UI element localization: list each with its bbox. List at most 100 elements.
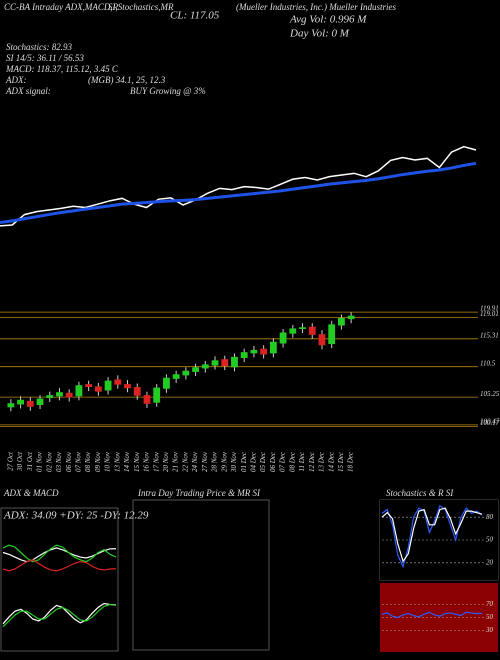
candle-body	[299, 327, 306, 329]
x-tick-label: 21 Nov	[172, 451, 180, 472]
series-line	[381, 507, 483, 563]
x-tick-label: 16 Nov	[143, 451, 151, 472]
signal: BUY Growing @ 3%	[130, 86, 206, 96]
adx-text: ADX:	[5, 75, 27, 85]
series-line	[2, 559, 117, 572]
y-tick-label: 119.01	[480, 310, 499, 318]
series-line	[381, 504, 483, 569]
y-tick-label: 50	[486, 613, 494, 621]
candle-body	[318, 334, 326, 346]
candle-body	[338, 317, 345, 326]
candle-body	[26, 400, 34, 407]
y-tick-label: 115.31	[480, 331, 499, 339]
candle-body	[260, 348, 268, 355]
x-tick-label: 14 Nov	[123, 451, 131, 472]
x-tick-label: 03 Nov	[55, 451, 63, 472]
x-tick-label: 13 Dec	[318, 451, 326, 472]
candle-body	[153, 387, 161, 403]
panel-frame	[0, 507, 119, 652]
candle-body	[328, 324, 336, 345]
candle-body	[65, 392, 73, 398]
x-tick-label: 17 Nov	[152, 451, 160, 472]
y-tick-label: 100.47	[480, 417, 500, 425]
series-line	[0, 161, 477, 224]
x-tick-label: 24 Nov	[191, 451, 199, 472]
candle-body	[279, 332, 287, 344]
candle-body	[85, 384, 93, 387]
y-tick-label: 50	[486, 536, 494, 544]
candle-body	[114, 379, 122, 385]
x-tick-label: 27 Nov	[201, 451, 209, 472]
y-tick-label: 30	[485, 626, 494, 634]
panel-frame	[132, 499, 270, 651]
x-tick-label: 13 Nov	[113, 451, 121, 472]
y-tick-label: 80	[486, 513, 494, 521]
y-tick-label: 100.17	[480, 419, 500, 427]
candle-body	[143, 395, 151, 404]
x-tick-label: 02 Nov	[45, 451, 53, 472]
candle-body	[192, 367, 199, 372]
series-line	[2, 603, 117, 628]
candle-body	[289, 328, 297, 334]
y-tick-label: 20	[486, 558, 494, 566]
series-line	[0, 145, 477, 227]
y-tick-label: 70	[486, 600, 494, 608]
panel-title: ADX & MACD	[3, 488, 59, 498]
x-tick-label: 04 Dec	[250, 451, 258, 472]
x-tick-label: 06 Dec	[269, 451, 277, 472]
header-text: CC-BA Intraday ADX,MACD,R	[4, 2, 119, 12]
stoch-text: Stochastics: 82.93	[6, 42, 72, 52]
x-tick-label: 01 Dec	[240, 451, 248, 472]
adx-signal: ADX signal:	[5, 86, 51, 96]
candle-body	[124, 384, 131, 389]
y-tick-label: 119.91	[480, 305, 499, 313]
candle-body	[17, 399, 24, 405]
x-tick-label: 11 Dec	[298, 451, 306, 471]
candle-body	[182, 370, 190, 376]
x-tick-label: 30 Oct	[16, 451, 24, 472]
series-line	[2, 547, 117, 563]
avg-vol: Avg Vol: 0.996 M	[289, 14, 367, 26]
x-tick-label: 31 Oct	[26, 451, 34, 472]
x-tick-label: 08 Dec	[288, 451, 296, 472]
header-text: SI,Stochastics,MR	[108, 2, 174, 12]
y-tick-label: 105.25	[480, 390, 500, 398]
si-text: SI 14/5: 36.11 / 56.53	[6, 53, 84, 63]
x-tick-label: 07 Dec	[279, 451, 287, 472]
candle-body	[56, 392, 63, 397]
header: CC-BA Intraday ADX,MACD,R SI,Stochastics…	[4, 2, 396, 96]
close-price: CL: 117.05	[170, 10, 220, 22]
x-tick-label: 14 Dec	[327, 451, 335, 472]
panel-title: Stochastics & R SI	[386, 488, 454, 498]
candle-body	[163, 377, 170, 389]
x-tick-label: 05 Dec	[259, 451, 267, 472]
candle-body	[308, 326, 316, 335]
x-tick-label: 22 Nov	[181, 451, 189, 472]
x-tick-label: 15 Nov	[133, 451, 141, 472]
x-tick-label: 01 Nov	[36, 451, 44, 472]
x-tick-label: 06 Nov	[65, 451, 73, 472]
panel-title: Intra Day Trading Price & MR SI	[137, 488, 261, 498]
x-tick-label: 15 Dec	[337, 451, 345, 472]
candle-body	[269, 341, 277, 354]
series-line	[381, 611, 483, 619]
x-tick-label: 10 Nov	[104, 451, 112, 472]
x-tick-label: 12 Dec	[308, 451, 316, 472]
candle-body	[133, 387, 141, 396]
adx-values: (MGB) 34.1, 25, 12.3	[88, 75, 166, 85]
macd-text: MACD: 118.37, 115.12, 3.45 C	[5, 64, 119, 74]
x-tick-label: 20 Nov	[162, 451, 170, 472]
x-tick-label: 09 Nov	[94, 451, 102, 472]
candle-body	[231, 356, 238, 368]
candle-body	[201, 364, 209, 369]
series-line	[2, 602, 117, 625]
candle-body	[240, 352, 248, 358]
candle-body	[347, 315, 355, 320]
company: (Mueller Industries, Inc.) Mueller Indus…	[236, 2, 396, 12]
candle-body	[7, 403, 15, 408]
x-tick-label: 08 Nov	[84, 451, 92, 472]
x-tick-label: 27 Oct	[6, 451, 14, 471]
x-tick-label: 28 Nov	[211, 451, 219, 472]
